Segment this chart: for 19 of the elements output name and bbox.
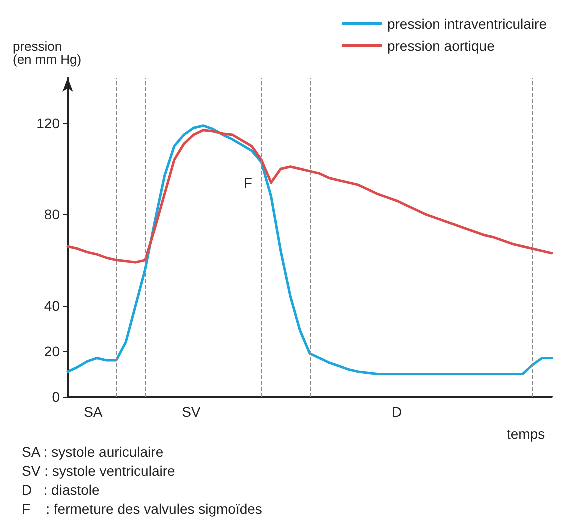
text: F : fermeture des valvules sigmoïdes (22, 501, 262, 517)
y-tick-label: 80 (44, 206, 60, 223)
y-tick-label: 20 (44, 343, 60, 360)
text: SV (182, 404, 202, 420)
text: SA (84, 404, 104, 420)
text: SA : systole auriculaire (22, 444, 164, 460)
text: SV : systole ventriculaire (22, 463, 176, 479)
y-axis-title: pression (en mm Hg) (13, 39, 82, 67)
legend-label: pression intraventriculaire (387, 16, 548, 32)
annotation: F (244, 174, 252, 191)
text: D (392, 404, 402, 420)
legend-label: pression aortique (387, 38, 496, 54)
y-tick-label: 120 (36, 116, 60, 132)
line-series (66, 124, 554, 376)
text: D : diastole (22, 482, 100, 498)
line-series (66, 129, 554, 264)
x-axis-title: temps (507, 426, 546, 442)
y-tick-label: 0 (52, 389, 60, 405)
y-tick-label: 40 (44, 298, 60, 314)
